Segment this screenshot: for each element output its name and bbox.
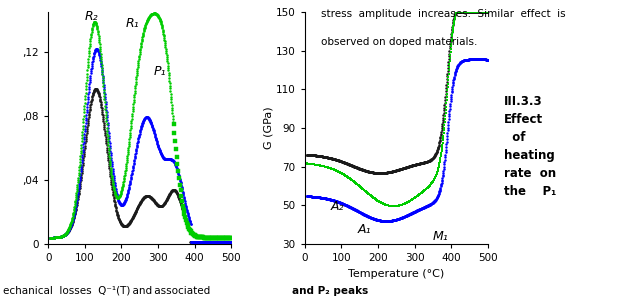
- Text: III.3.3
Effect
  of
heating
rate  on
the    P₁: III.3.3 Effect of heating rate on the P₁: [504, 95, 556, 198]
- Text: observed on doped materials.: observed on doped materials.: [321, 37, 478, 47]
- Text: A₂: A₂: [330, 200, 343, 213]
- Text: P₁: P₁: [153, 65, 166, 78]
- Text: R₂: R₂: [85, 10, 98, 23]
- Text: stress  amplitude  increases.  Similar  effect  is: stress amplitude increases. Similar effe…: [321, 9, 566, 19]
- Text: echanical  losses  Q⁻¹(T) and associated: echanical losses Q⁻¹(T) and associated: [3, 286, 211, 296]
- Text: M₁: M₁: [433, 230, 449, 243]
- Text: A₁: A₁: [358, 223, 371, 236]
- Text: and P₂ peaks: and P₂ peaks: [292, 286, 369, 296]
- Y-axis label: G (GPa): G (GPa): [263, 107, 273, 149]
- X-axis label: Temperature (°C): Temperature (°C): [348, 269, 444, 278]
- Text: R₁: R₁: [126, 17, 139, 30]
